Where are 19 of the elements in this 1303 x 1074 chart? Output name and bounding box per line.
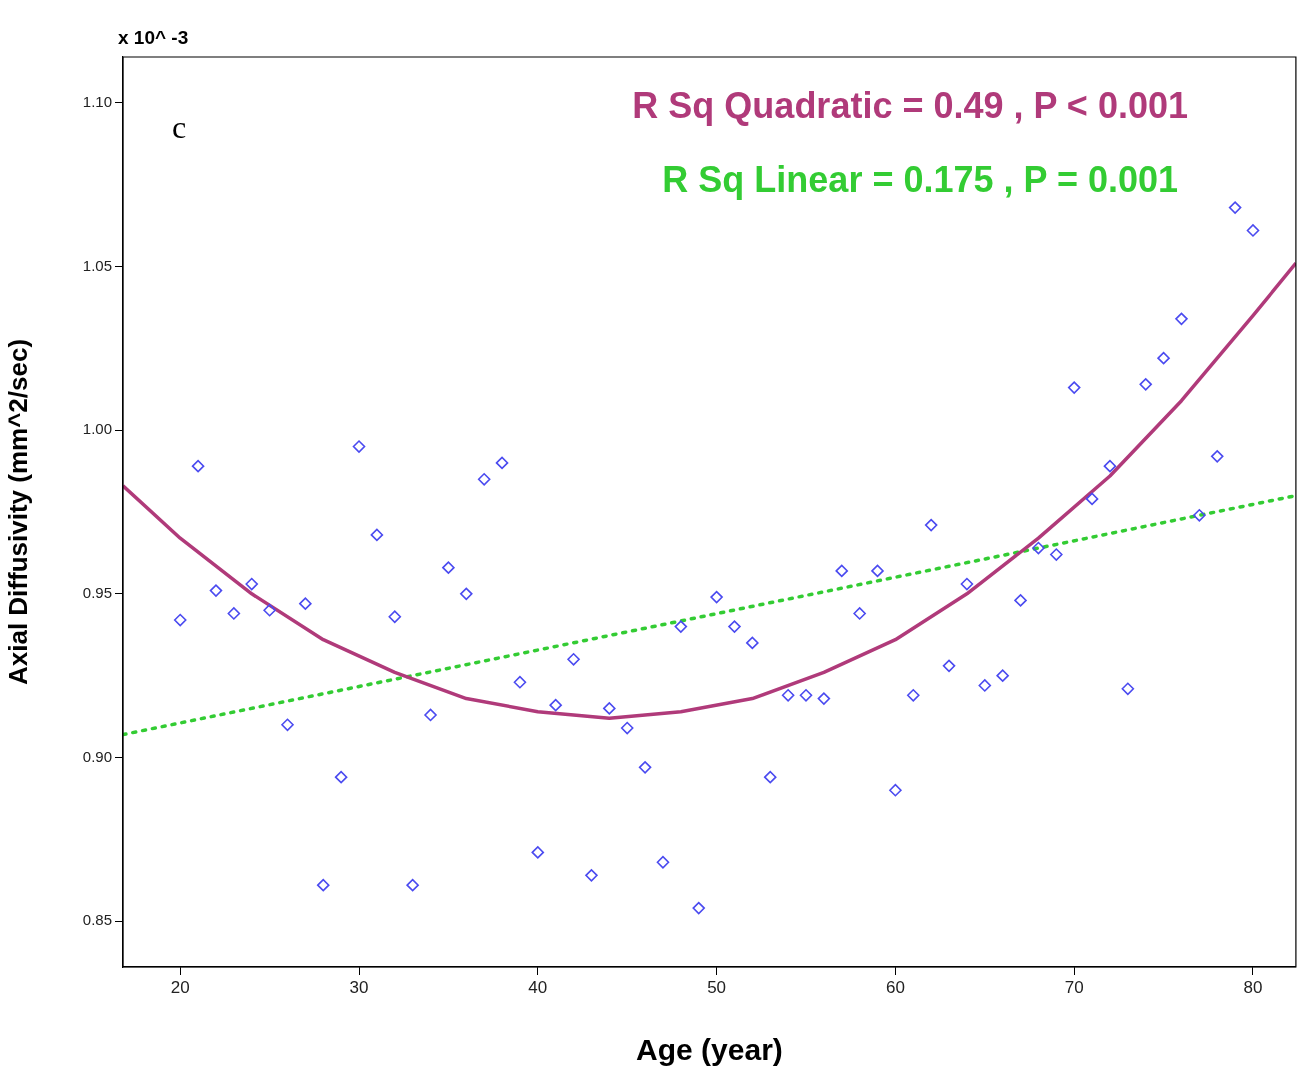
y-tick-label: 0.85 xyxy=(82,911,112,929)
x-tick-label: 30 xyxy=(349,977,369,997)
y-tick-label: 1.05 xyxy=(82,256,112,274)
y-tick-label: 0.95 xyxy=(82,583,112,601)
y-tick-label: 0.90 xyxy=(82,747,112,765)
x-tick-label: 40 xyxy=(528,977,548,997)
y-tick-label: 1.00 xyxy=(82,420,112,438)
x-tick-label: 60 xyxy=(885,977,905,997)
x-tick-label: 80 xyxy=(1243,977,1263,997)
x-tick-label: 50 xyxy=(707,977,727,997)
x-axis-title: Age (year) xyxy=(636,1033,783,1067)
x-tick-label: 20 xyxy=(170,977,190,997)
y-tick-label: 1.10 xyxy=(82,92,112,110)
annotation: R Sq Linear = 0.175 , P = 0.001 xyxy=(662,159,1178,200)
x-tick-label: 70 xyxy=(1064,977,1084,997)
y-axis-title: Axial Diffusivity (mm^2/sec) xyxy=(2,338,33,686)
annotation: R Sq Quadratic = 0.49 , P < 0.001 xyxy=(632,85,1188,126)
text: x 10^ -3 xyxy=(118,27,189,48)
annotation: c xyxy=(172,109,187,145)
